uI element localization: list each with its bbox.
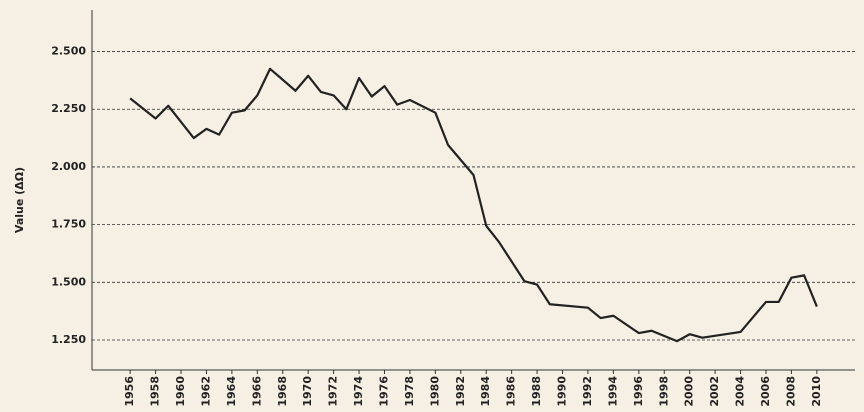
x-tick-label: 1968 (276, 376, 289, 407)
x-tick-label: 1982 (454, 376, 467, 407)
x-tick-label: 1990 (556, 376, 569, 407)
x-tick-label: 1970 (301, 376, 314, 407)
x-tick-label: 2000 (683, 376, 696, 407)
x-tick-label: 1974 (352, 376, 365, 407)
x-tick-label: 1986 (505, 376, 518, 407)
x-tick-label: 1960 (174, 376, 187, 407)
x-tick-label: 1962 (199, 376, 212, 407)
x-tick-label: 1998 (657, 376, 670, 407)
data-line (129, 67, 818, 343)
x-tick-label: 1978 (403, 376, 416, 407)
y-tick-label: 1.250 (51, 333, 86, 346)
x-tick-label: 1976 (377, 376, 390, 407)
x-tick-label: 2002 (708, 376, 721, 407)
x-tick-label: 1958 (149, 376, 162, 407)
x-tick-label: 1984 (479, 376, 492, 407)
x-tick-label: 1992 (581, 376, 594, 407)
y-tick-label: 1.500 (51, 275, 86, 288)
x-tick-label: 1966 (250, 376, 263, 407)
x-tick-label: 1980 (428, 376, 441, 407)
y-tick-label: 2.500 (51, 45, 86, 58)
x-tick-label: 2006 (759, 376, 772, 407)
x-tick-label: 1956 (123, 376, 136, 407)
x-tick-label: 1988 (530, 376, 543, 407)
x-tick-label: 1994 (606, 376, 619, 407)
y-tick-label: 1.750 (51, 218, 86, 231)
x-tick-label: 2010 (810, 376, 823, 407)
y-axis-label: Value (ΔΩ) (13, 167, 26, 233)
y-tick-label: 2.000 (51, 160, 86, 173)
x-tick-label: 1972 (327, 376, 340, 407)
x-tick-label: 1996 (632, 376, 645, 407)
y-tick-label: 2.250 (51, 102, 86, 115)
x-tick-label: 1964 (225, 376, 238, 407)
x-tick-label: 2004 (734, 376, 747, 407)
x-tick-label: 2008 (784, 376, 797, 407)
